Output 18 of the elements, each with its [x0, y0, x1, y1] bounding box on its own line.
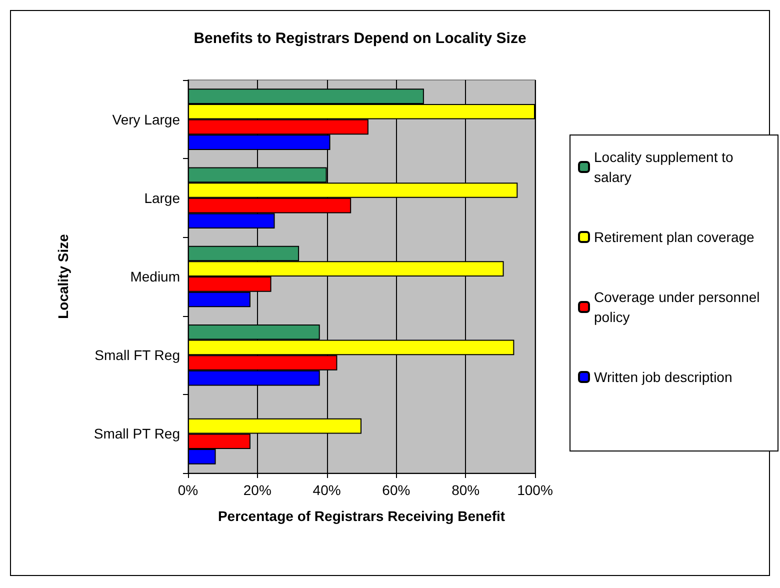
x-tick-label: 60% [382, 482, 410, 498]
y-tick-label: Medium [130, 268, 180, 284]
y-tick-label: Small FT Reg [94, 347, 180, 364]
legend-label: Coverage under personnel policy [594, 289, 764, 325]
y-tick-label: Small PT Reg [94, 426, 180, 442]
legend-label: Written job description [594, 369, 732, 385]
x-axis-title: Percentage of Registrars Receiving Benefit [218, 508, 506, 524]
x-tick-label: 100% [517, 482, 553, 498]
y-axis-title: Locality Size [55, 234, 71, 319]
y-tick-label: Large [144, 190, 180, 206]
x-tick-label: 0% [178, 482, 198, 498]
chart-title: Benefits to Registrars Depend on Locality Size [194, 30, 526, 47]
y-tick-label: Very Large [112, 111, 180, 128]
x-tick-label: 20% [243, 482, 272, 498]
legend-label: Retirement plan coverage [594, 229, 755, 245]
x-tick-label: 80% [452, 482, 480, 498]
x-tick-label: 40% [312, 482, 341, 498]
legend-label: Locality supplement to salary [594, 149, 738, 185]
